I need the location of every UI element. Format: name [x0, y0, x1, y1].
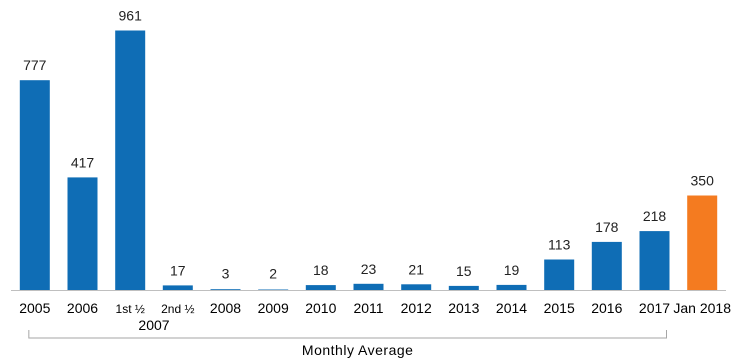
x-tick-label: 2011 — [353, 300, 383, 316]
value-label: 961 — [119, 8, 143, 24]
x-tick-label: 2010 — [305, 300, 336, 316]
x-tick-label: Jan 2018 — [673, 300, 731, 316]
x-tick-label: 2008 — [210, 300, 241, 316]
value-label: 350 — [691, 173, 715, 189]
value-label: 178 — [595, 219, 619, 235]
value-label: 21 — [408, 261, 424, 277]
x-tick-label: 2012 — [401, 300, 432, 316]
group-label-2007: 2007 — [138, 317, 169, 333]
x-tick-label: 2009 — [258, 300, 289, 316]
x-tick-label: 2016 — [591, 300, 622, 316]
x-tick-labels-layer: 2005 2006 1st ½ 2nd ½ 2008 2009 2010 2011 2012 20… — [19, 300, 731, 316]
x-tick-label: 2006 — [67, 300, 98, 316]
x-tick-label: 2005 — [19, 300, 50, 316]
bar-2005 — [19, 80, 50, 290]
bar-2012 — [401, 284, 432, 290]
bar-2nd- — [162, 285, 193, 290]
x-tick-label: 2014 — [496, 300, 527, 316]
x-tick-label: 2nd ½ — [161, 302, 194, 316]
bar-2010 — [305, 285, 336, 290]
bar-1st- — [115, 30, 146, 290]
value-label: 17 — [170, 262, 186, 278]
monthly-average-label: Monthly Average — [302, 342, 414, 358]
bar-2015 — [544, 259, 575, 290]
value-label: 15 — [456, 263, 472, 279]
value-label: 218 — [643, 208, 667, 224]
bar-2017 — [639, 231, 670, 290]
x-tick-label: 1st ½ — [116, 302, 145, 316]
bar-jan-2018 — [687, 195, 718, 290]
x-tick-label: 2017 — [639, 300, 670, 316]
value-label: 19 — [504, 262, 520, 278]
bar-2011 — [353, 283, 384, 290]
value-label: 23 — [361, 261, 377, 277]
value-label: 113 — [548, 237, 571, 253]
bar-2016 — [591, 241, 622, 290]
value-label: 417 — [71, 154, 95, 170]
bars-layer — [19, 30, 718, 291]
monthly-average-bracket — [28, 330, 667, 339]
x-tick-label: 2015 — [544, 300, 575, 316]
bar-2013 — [448, 285, 479, 290]
bar-2006 — [67, 177, 98, 290]
value-label: 2 — [269, 266, 277, 282]
value-label: 18 — [313, 262, 329, 278]
x-tick-label: 2013 — [448, 300, 479, 316]
value-label: 777 — [23, 57, 47, 73]
value-label: 3 — [222, 266, 230, 282]
bar-2014 — [496, 284, 527, 290]
bar-2008 — [210, 289, 241, 291]
